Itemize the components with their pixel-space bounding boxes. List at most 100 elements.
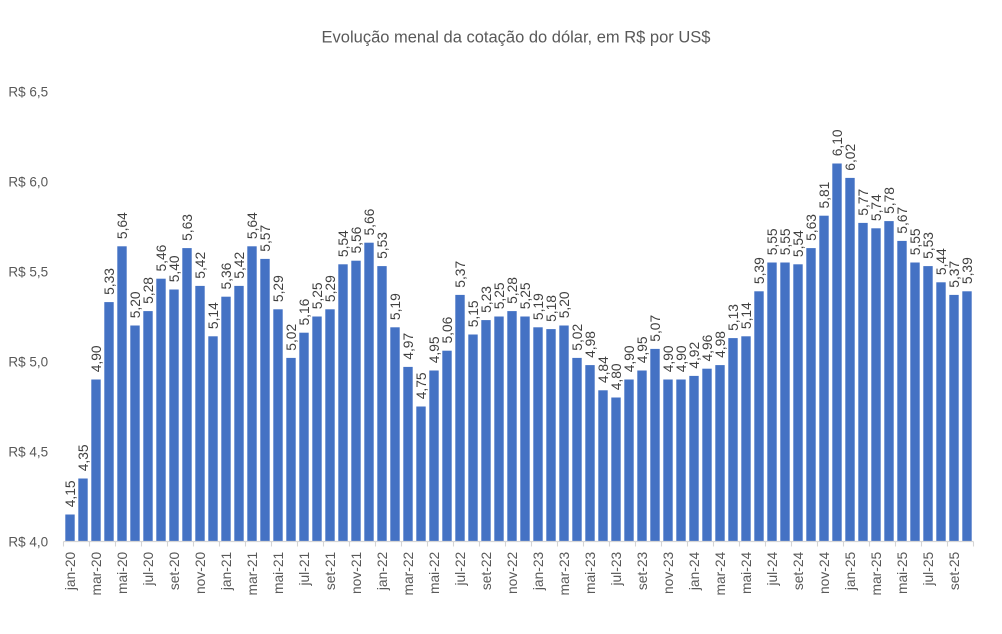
svg-text:5,20: 5,20	[128, 291, 143, 318]
svg-text:6,02: 6,02	[843, 144, 858, 171]
svg-text:4,90: 4,90	[622, 345, 637, 372]
svg-text:5,25: 5,25	[492, 282, 507, 309]
svg-text:set-22: set-22	[479, 552, 494, 590]
svg-text:jul-23: jul-23	[609, 551, 624, 586]
svg-text:jul-24: jul-24	[765, 551, 780, 586]
svg-text:set-23: set-23	[635, 551, 650, 590]
svg-text:5,46: 5,46	[154, 244, 169, 271]
svg-text:4,90: 4,90	[89, 345, 104, 372]
svg-text:5,28: 5,28	[141, 277, 156, 304]
svg-text:4,97: 4,97	[401, 333, 416, 360]
svg-text:mai-23: mai-23	[583, 551, 598, 593]
svg-text:5,13: 5,13	[726, 304, 741, 331]
svg-text:5,02: 5,02	[284, 324, 299, 351]
svg-text:4,15: 4,15	[63, 480, 78, 507]
svg-text:mai-21: mai-21	[271, 552, 286, 594]
svg-text:5,37: 5,37	[947, 261, 962, 288]
svg-text:5,25: 5,25	[518, 282, 533, 309]
svg-text:5,33: 5,33	[102, 268, 117, 295]
svg-text:5,64: 5,64	[115, 212, 130, 239]
svg-text:5,53: 5,53	[921, 232, 936, 259]
svg-text:mar-25: mar-25	[869, 551, 884, 595]
svg-text:mar-20: mar-20	[89, 551, 104, 595]
svg-text:5,19: 5,19	[388, 293, 403, 320]
svg-text:5,78: 5,78	[882, 187, 897, 214]
svg-text:5,39: 5,39	[752, 257, 767, 284]
svg-text:R$ 6,0: R$ 6,0	[8, 174, 48, 189]
svg-text:5,64: 5,64	[245, 212, 260, 239]
svg-text:5,66: 5,66	[362, 208, 377, 235]
svg-text:mar-23: mar-23	[557, 551, 572, 595]
svg-text:set-21: set-21	[323, 552, 338, 590]
svg-text:5,54: 5,54	[336, 230, 351, 257]
svg-text:5,14: 5,14	[739, 302, 754, 329]
svg-text:4,92: 4,92	[687, 342, 702, 369]
svg-text:5,29: 5,29	[323, 275, 338, 302]
svg-text:set-20: set-20	[167, 551, 182, 590]
svg-text:jan-22: jan-22	[375, 552, 390, 591]
svg-text:5,39: 5,39	[960, 257, 975, 284]
svg-text:jul-21: jul-21	[297, 552, 312, 587]
svg-text:5,18: 5,18	[544, 295, 559, 322]
svg-text:jan-23: jan-23	[531, 551, 546, 591]
svg-text:jan-24: jan-24	[687, 551, 702, 591]
svg-text:R$ 4,0: R$ 4,0	[8, 534, 48, 549]
svg-text:5,44: 5,44	[934, 248, 949, 275]
svg-text:4,95: 4,95	[427, 336, 442, 363]
svg-text:5,57: 5,57	[258, 225, 273, 252]
svg-text:5,40: 5,40	[167, 255, 182, 282]
svg-text:nov-22: nov-22	[505, 552, 520, 594]
svg-text:R$ 5,0: R$ 5,0	[8, 354, 48, 369]
svg-text:4,80: 4,80	[609, 363, 624, 390]
svg-text:5,55: 5,55	[778, 228, 793, 255]
svg-text:4,90: 4,90	[661, 345, 676, 372]
svg-text:nov-20: nov-20	[193, 551, 208, 594]
svg-text:5,36: 5,36	[219, 262, 234, 289]
svg-text:5,42: 5,42	[193, 252, 208, 279]
svg-text:jul-20: jul-20	[141, 551, 156, 586]
svg-text:5,67: 5,67	[895, 207, 910, 234]
svg-text:5,74: 5,74	[869, 194, 884, 221]
svg-text:5,14: 5,14	[206, 302, 221, 329]
svg-text:5,23: 5,23	[479, 286, 494, 313]
svg-text:5,02: 5,02	[570, 324, 585, 351]
svg-text:set-25: set-25	[947, 551, 962, 590]
svg-text:R$ 5,5: R$ 5,5	[8, 264, 48, 279]
svg-text:5,19: 5,19	[531, 293, 546, 320]
svg-text:mai-25: mai-25	[895, 551, 910, 593]
svg-text:nov-23: nov-23	[661, 551, 676, 594]
svg-text:4,35: 4,35	[76, 444, 91, 471]
svg-text:mai-24: mai-24	[739, 551, 754, 593]
svg-text:mar-22: mar-22	[401, 552, 416, 596]
svg-text:4,98: 4,98	[713, 331, 728, 358]
svg-text:4,95: 4,95	[635, 336, 650, 363]
svg-text:jan-25: jan-25	[843, 551, 858, 591]
svg-text:5,55: 5,55	[765, 228, 780, 255]
svg-text:set-24: set-24	[791, 551, 806, 590]
svg-text:mar-21: mar-21	[245, 552, 260, 596]
svg-text:5,63: 5,63	[804, 214, 819, 241]
svg-text:5,25: 5,25	[310, 282, 325, 309]
svg-text:5,15: 5,15	[466, 300, 481, 327]
svg-text:mai-20: mai-20	[115, 551, 130, 593]
svg-text:5,54: 5,54	[791, 230, 806, 257]
svg-text:5,53: 5,53	[375, 232, 390, 259]
svg-text:4,98: 4,98	[583, 331, 598, 358]
svg-text:R$ 4,5: R$ 4,5	[8, 444, 48, 459]
svg-text:5,81: 5,81	[817, 182, 832, 209]
svg-text:4,84: 4,84	[596, 356, 611, 383]
svg-text:5,06: 5,06	[440, 316, 455, 343]
svg-text:Evolução menal da cotação do d: Evolução menal da cotação do dólar, em R…	[322, 29, 711, 47]
svg-text:5,55: 5,55	[908, 228, 923, 255]
svg-text:4,96: 4,96	[700, 334, 715, 361]
svg-text:jul-22: jul-22	[453, 552, 468, 587]
svg-text:jan-20: jan-20	[63, 551, 78, 591]
svg-text:5,07: 5,07	[648, 315, 663, 342]
svg-text:5,42: 5,42	[232, 252, 247, 279]
svg-text:5,77: 5,77	[856, 189, 871, 216]
svg-text:5,63: 5,63	[180, 214, 195, 241]
svg-text:6,10: 6,10	[830, 129, 845, 156]
svg-text:mar-24: mar-24	[713, 551, 728, 595]
svg-text:4,90: 4,90	[674, 345, 689, 372]
svg-text:jul-25: jul-25	[921, 551, 936, 586]
